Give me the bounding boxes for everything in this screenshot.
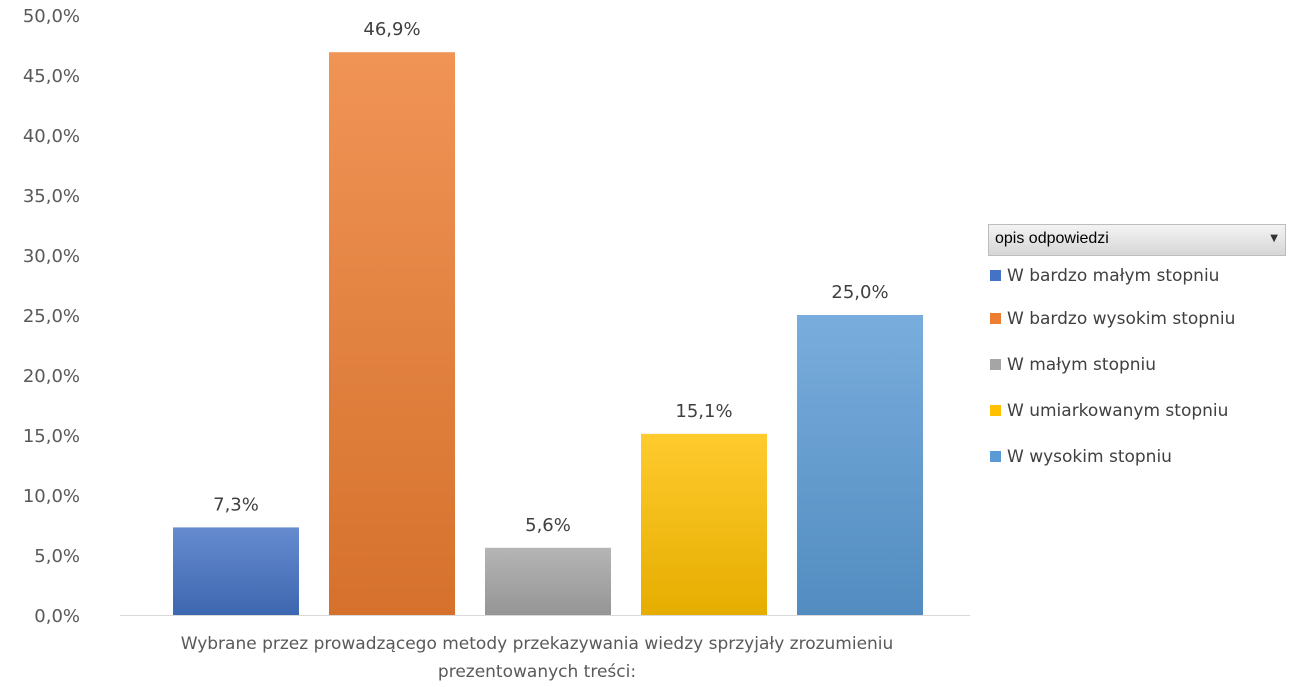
bar-data-label: 46,9% [363,19,420,40]
chevron-down-icon[interactable]: ▼ [1270,233,1278,244]
bar-5 [797,315,923,615]
y-tick-label: 10,0% [23,486,80,507]
bar-2 [329,52,455,615]
y-tick-label: 0,0% [34,606,80,627]
y-tick-label: 15,0% [23,426,80,447]
y-tick-label: 30,0% [23,246,80,267]
y-tick-label: 35,0% [23,186,80,207]
legend: opis odpowiedzi ▼ W bardzo małym stopniu… [988,224,1286,480]
bar-data-label: 25,0% [831,282,888,303]
legend-item-3[interactable]: W małym stopniu [988,342,1286,388]
bar-1 [173,527,299,615]
y-tick-label: 20,0% [23,366,80,387]
bars [173,52,923,615]
legend-label: W bardzo małym stopniu [1007,266,1220,286]
x-axis-label-line-1: Wybrane przez prowadzącego metody przeka… [181,634,894,654]
bar-4 [641,433,767,615]
legend-swatch [990,312,1001,324]
bar-data-label: 7,3% [213,494,259,515]
x-axis-label-line-2: prezentowanych treści: [438,662,636,682]
legend-label: W umiarkowanym stopniu [1007,401,1229,421]
legend-swatch [990,358,1001,370]
legend-item-5[interactable]: W wysokim stopniu [988,434,1286,480]
bar-3 [485,547,611,615]
legend-label: W małym stopniu [1007,355,1157,375]
legend-header-label: opis odpowiedzi [995,230,1109,247]
y-tick-label: 5,0% [34,546,80,567]
legend-filter-dropdown[interactable]: opis odpowiedzi ▼ [988,224,1286,256]
bar-labels: 7,3% 46,9% 5,6% 15,1% 25,0% [213,19,888,536]
y-axis: 0,0% 5,0% 10,0% 15,0% 20,0% 25,0% 30,0% 35,0% 40… [23,6,80,627]
legend-item-2[interactable]: W bardzo wysokim stopniu [988,296,1286,342]
legend-item-4[interactable]: W umiarkowanym stopniu [988,388,1286,434]
y-tick-label: 25,0% [23,306,80,327]
legend-label: W wysokim stopniu [1007,447,1172,467]
legend-items: W bardzo małym stopniu W bardzo wysokim s… [988,256,1286,480]
y-tick-label: 45,0% [23,66,80,87]
bar-data-label: 5,6% [525,515,571,536]
legend-label: W bardzo wysokim stopniu [1007,309,1236,329]
legend-item-1[interactable]: W bardzo małym stopniu [988,256,1286,296]
legend-swatch [990,450,1001,462]
legend-swatch [990,404,1001,416]
y-tick-label: 50,0% [23,6,80,27]
bar-data-label: 15,1% [675,401,732,422]
y-tick-label: 40,0% [23,126,80,147]
legend-swatch [990,269,1001,281]
